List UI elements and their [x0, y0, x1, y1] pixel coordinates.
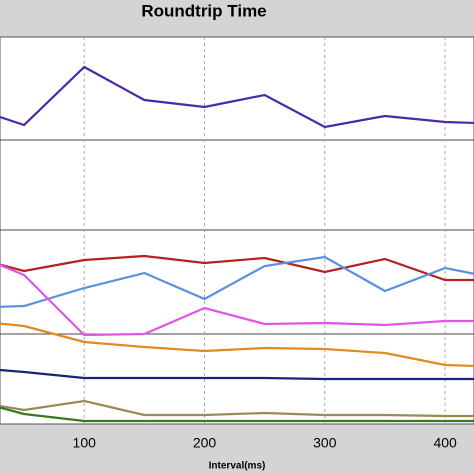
chart-title: Roundtrip Time — [141, 1, 266, 20]
title-bar — [0, 0, 474, 37]
series-line — [0, 65, 474, 129]
series-line — [0, 399, 474, 418]
x-tick-label: 200 — [193, 435, 217, 451]
series-line — [0, 263, 474, 337]
x-tick-label: 300 — [313, 435, 337, 451]
x-tick-label: 100 — [73, 435, 97, 451]
series-line — [0, 406, 474, 423]
series-line — [0, 322, 474, 368]
series-line — [0, 368, 474, 381]
series-line — [0, 254, 474, 282]
x-axis-label: Interval(ms) — [209, 461, 266, 472]
x-tick-label: 400 — [433, 435, 457, 451]
axis-bar — [0, 424, 474, 474]
series-line — [0, 255, 474, 308]
